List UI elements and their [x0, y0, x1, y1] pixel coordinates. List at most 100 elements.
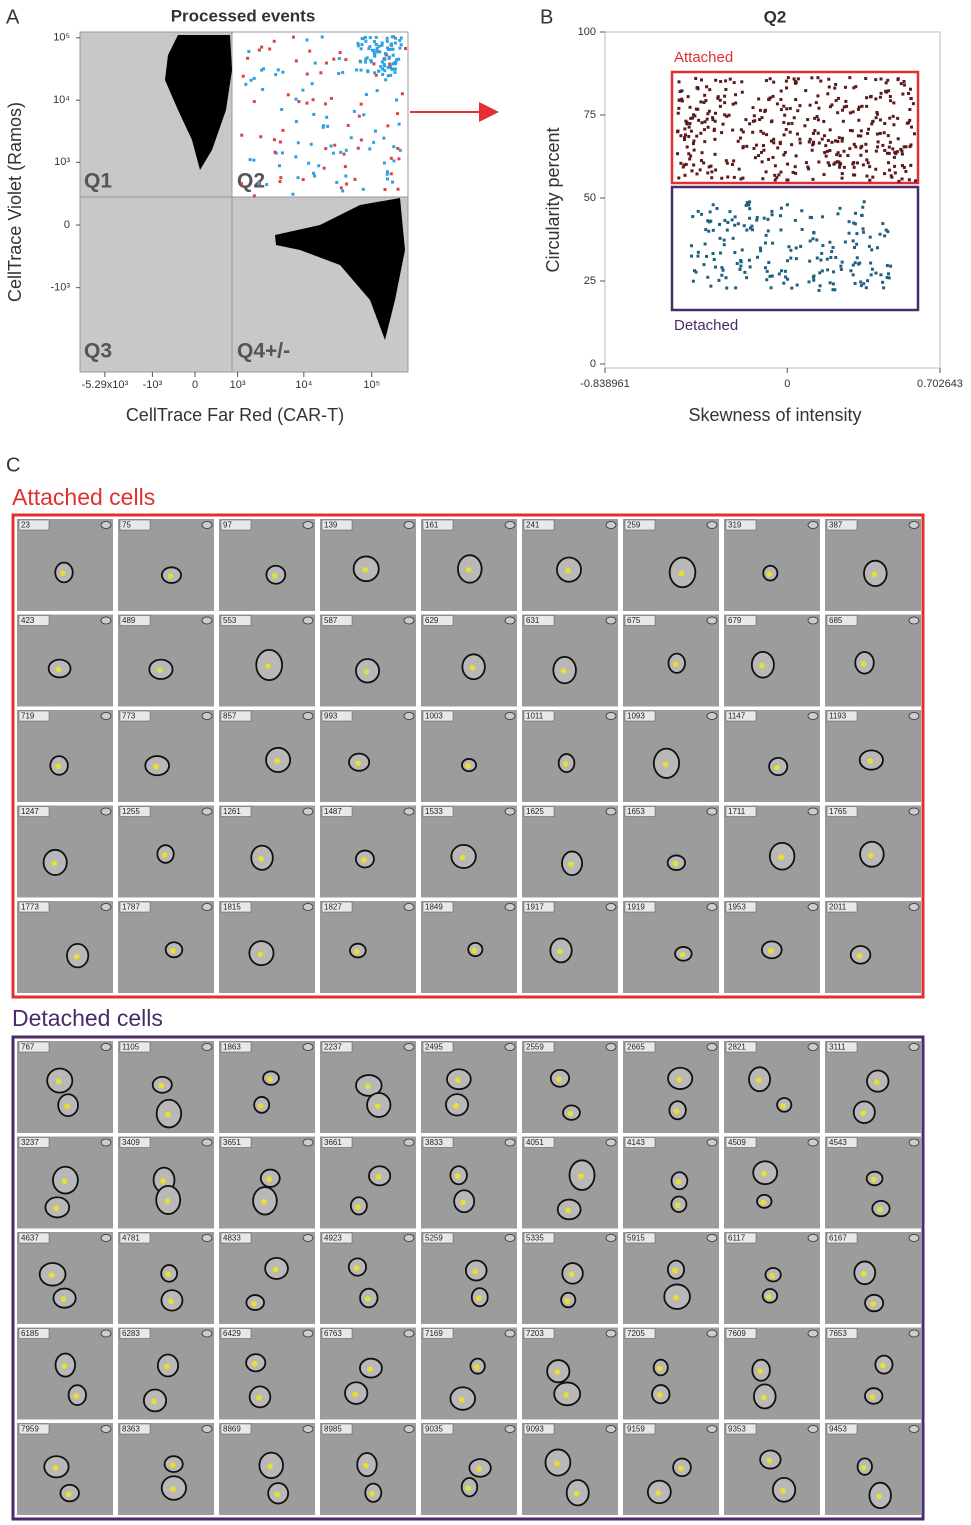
event-texture — [726, 229, 729, 232]
event-texture — [249, 158, 252, 161]
cell-tile: 6429 — [219, 1328, 315, 1420]
event-texture — [785, 128, 788, 131]
event-texture — [384, 52, 387, 55]
event-texture — [838, 136, 841, 139]
event-texture — [742, 145, 745, 148]
icon — [808, 617, 818, 624]
event-texture — [774, 178, 777, 181]
nucleus-stain — [861, 1465, 867, 1471]
icon — [303, 1235, 313, 1242]
event-texture — [392, 145, 395, 148]
cell-tile: 2665 — [623, 1041, 719, 1133]
icon — [101, 522, 111, 529]
event-texture — [400, 43, 403, 46]
icon — [909, 1139, 919, 1146]
cell-id: 6167 — [829, 1234, 847, 1243]
cell-tile: 2495 — [421, 1041, 517, 1133]
icon — [808, 904, 818, 911]
event-texture — [765, 79, 768, 82]
event-texture — [874, 97, 877, 100]
event-texture — [252, 159, 255, 162]
event-texture — [901, 164, 904, 167]
event-texture — [676, 130, 679, 133]
cell-tile: 7203 — [522, 1328, 618, 1420]
event-texture — [692, 280, 695, 283]
event-texture — [868, 165, 871, 168]
nucleus-stain — [460, 1199, 466, 1205]
cell-tile: 4051 — [522, 1137, 618, 1229]
icon — [101, 904, 111, 911]
event-texture — [903, 84, 906, 87]
event-texture — [834, 256, 837, 259]
event-texture — [390, 42, 393, 45]
event-texture — [892, 101, 895, 104]
event-texture — [839, 162, 842, 165]
icon — [404, 1235, 414, 1242]
event-texture — [780, 207, 783, 210]
nucleus-stain — [880, 1363, 886, 1369]
event-texture — [885, 91, 888, 94]
nucleus-stain — [459, 1397, 465, 1403]
event-texture — [849, 111, 852, 114]
event-texture — [894, 171, 897, 174]
icon — [202, 904, 212, 911]
event-texture — [857, 119, 860, 122]
event-texture — [357, 147, 360, 150]
event-texture — [386, 177, 389, 180]
event-texture — [843, 166, 846, 169]
event-texture — [864, 143, 867, 146]
event-texture — [377, 70, 380, 73]
event-texture — [822, 120, 825, 123]
event-texture — [355, 68, 358, 71]
nucleus-stain — [565, 568, 571, 574]
event-texture — [394, 71, 397, 74]
event-texture — [826, 268, 829, 271]
event-texture — [865, 150, 868, 153]
cell-tile: 1711 — [724, 806, 820, 898]
icon — [606, 1044, 616, 1051]
nucleus-stain — [569, 1272, 575, 1278]
cell-tile: 4637 — [17, 1232, 113, 1324]
event-texture — [834, 83, 837, 86]
event-texture — [852, 239, 855, 242]
event-texture — [365, 93, 368, 96]
event-texture — [812, 237, 815, 240]
event-texture — [826, 150, 829, 153]
event-texture — [877, 140, 880, 143]
event-texture — [767, 158, 770, 161]
event-texture — [827, 161, 830, 164]
event-texture — [752, 106, 755, 109]
y-tick-label: 10⁴ — [53, 94, 70, 106]
icon — [808, 1330, 818, 1337]
event-texture — [872, 120, 875, 123]
event-texture — [824, 144, 827, 147]
event-texture — [688, 126, 691, 129]
event-texture — [812, 279, 815, 282]
cell-id: 1919 — [627, 903, 645, 912]
cell-tile: 8869 — [219, 1423, 315, 1515]
nucleus-stain — [266, 1176, 272, 1182]
nucleus-stain — [61, 1296, 67, 1302]
y-tick-label: 25 — [584, 275, 596, 287]
event-texture — [817, 118, 820, 121]
event-texture — [713, 258, 716, 261]
event-texture — [789, 249, 792, 252]
nucleus-stain — [675, 1202, 681, 1208]
event-texture — [359, 69, 362, 72]
event-texture — [268, 47, 271, 50]
event-texture — [813, 129, 816, 132]
event-texture — [277, 68, 280, 71]
event-texture — [740, 80, 743, 83]
event-texture — [384, 78, 387, 81]
event-texture — [279, 176, 282, 179]
cell-tile: 1919 — [623, 901, 719, 993]
event-texture — [337, 72, 340, 75]
cell-image — [724, 1041, 820, 1133]
nucleus-stain — [367, 1366, 373, 1372]
panel-label: B — [540, 6, 553, 28]
event-texture — [829, 105, 832, 108]
event-texture — [728, 114, 731, 117]
event-texture — [704, 242, 707, 245]
event-texture — [821, 215, 824, 218]
event-texture — [690, 244, 693, 247]
